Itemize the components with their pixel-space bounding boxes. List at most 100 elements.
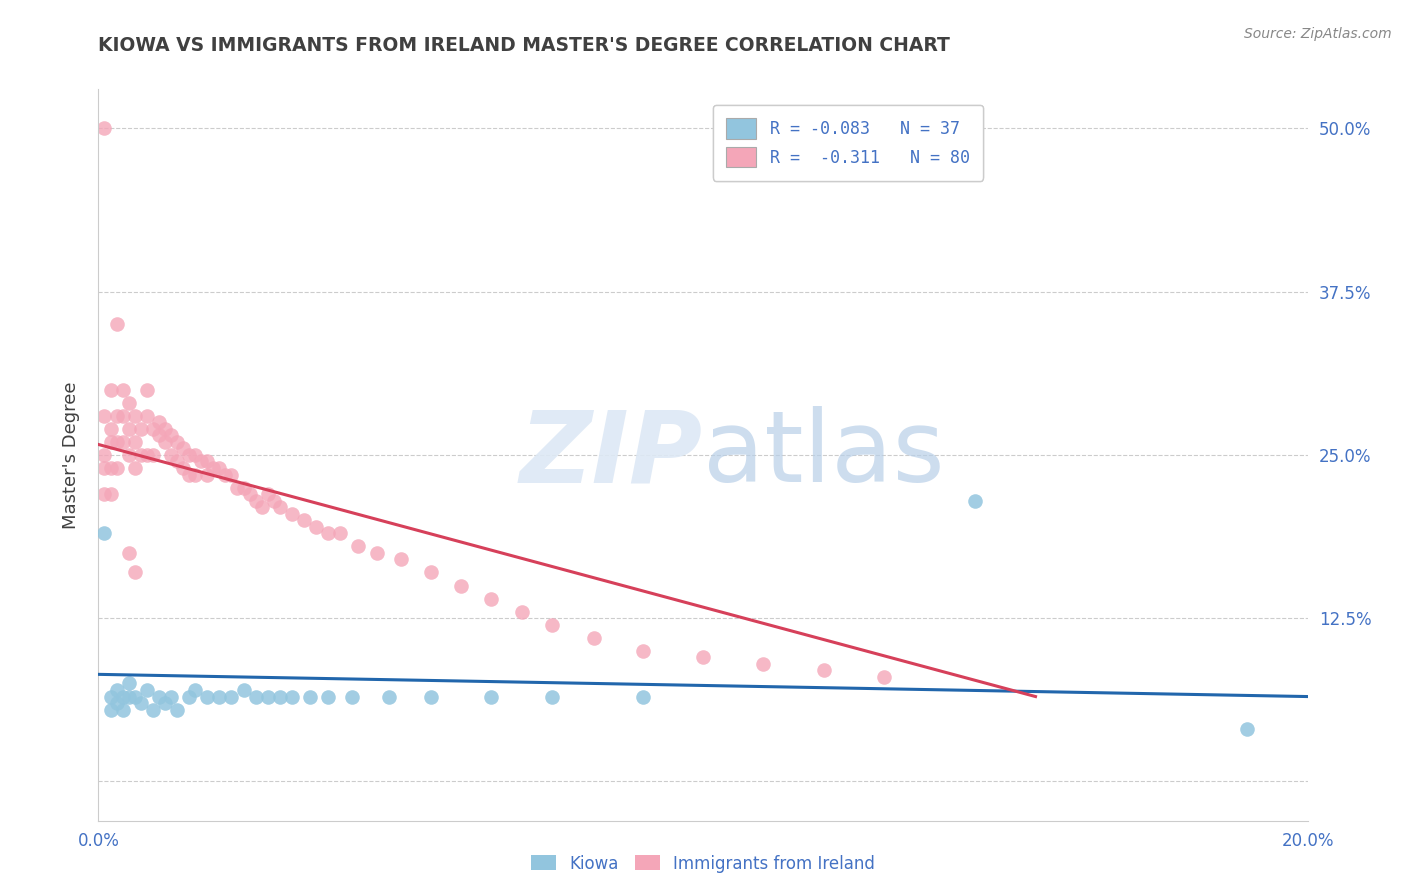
Point <box>124 461 146 475</box>
Point <box>583 631 606 645</box>
Point <box>124 409 146 423</box>
Point <box>118 676 141 690</box>
Point <box>160 428 183 442</box>
Point <box>316 526 339 541</box>
Point <box>111 703 134 717</box>
Point <box>232 481 254 495</box>
Point <box>118 395 141 409</box>
Point <box>195 690 218 704</box>
Point <box>93 121 115 136</box>
Point <box>124 690 146 704</box>
Text: atlas: atlas <box>703 407 945 503</box>
Point <box>179 467 201 482</box>
Point <box>111 434 134 449</box>
Point <box>221 690 243 704</box>
Point <box>100 422 122 436</box>
Point <box>105 409 128 423</box>
Point <box>135 409 157 423</box>
Point <box>100 461 122 475</box>
Point <box>245 690 267 704</box>
Point <box>965 493 987 508</box>
Point <box>342 690 364 704</box>
Text: Source: ZipAtlas.com: Source: ZipAtlas.com <box>1244 27 1392 41</box>
Point <box>232 683 254 698</box>
Text: KIOWA VS IMMIGRANTS FROM IRELAND MASTER'S DEGREE CORRELATION CHART: KIOWA VS IMMIGRANTS FROM IRELAND MASTER'… <box>98 36 950 54</box>
Point <box>135 448 157 462</box>
Point <box>250 500 273 515</box>
Point <box>100 690 122 704</box>
Point <box>263 493 285 508</box>
Point <box>305 520 328 534</box>
Y-axis label: Master's Degree: Master's Degree <box>62 381 80 529</box>
Point <box>93 461 115 475</box>
Point <box>148 690 170 704</box>
Point <box>111 409 134 423</box>
Point <box>631 644 654 658</box>
Point <box>100 487 122 501</box>
Point <box>195 454 218 468</box>
Legend: R = -0.083   N = 37, R =  -0.311   N = 80: R = -0.083 N = 37, R = -0.311 N = 80 <box>713 105 983 180</box>
Point <box>135 683 157 698</box>
Point <box>184 683 207 698</box>
Point <box>813 664 835 678</box>
Point <box>1236 723 1258 737</box>
Point <box>105 683 128 698</box>
Point <box>135 383 157 397</box>
Point <box>172 461 194 475</box>
Point <box>752 657 775 671</box>
Point <box>142 448 165 462</box>
Point <box>420 690 443 704</box>
Point <box>166 454 188 468</box>
Point <box>299 690 322 704</box>
Point <box>166 703 188 717</box>
Point <box>93 526 115 541</box>
Point <box>142 422 165 436</box>
Legend: Kiowa, Immigrants from Ireland: Kiowa, Immigrants from Ireland <box>524 848 882 880</box>
Point <box>148 415 170 429</box>
Point <box>105 696 128 710</box>
Point <box>184 448 207 462</box>
Point <box>540 690 562 704</box>
Point <box>105 434 128 449</box>
Point <box>160 690 183 704</box>
Point <box>269 500 291 515</box>
Point <box>93 448 115 462</box>
Point <box>450 578 472 592</box>
Point <box>118 422 141 436</box>
Point <box>329 526 352 541</box>
Point <box>281 507 304 521</box>
Point <box>118 546 141 560</box>
Point <box>873 670 896 684</box>
Point <box>118 690 141 704</box>
Point <box>245 493 267 508</box>
Point <box>347 539 370 553</box>
Point <box>100 383 122 397</box>
Point <box>631 690 654 704</box>
Point <box>166 434 188 449</box>
Point <box>292 513 315 527</box>
Point <box>208 690 231 704</box>
Point <box>105 318 128 332</box>
Point <box>208 461 231 475</box>
Point <box>202 461 225 475</box>
Point <box>142 703 165 717</box>
Point <box>481 690 503 704</box>
Point <box>316 690 339 704</box>
Point <box>420 566 443 580</box>
Point <box>226 481 249 495</box>
Point <box>366 546 388 560</box>
Point <box>692 650 714 665</box>
Point <box>148 428 170 442</box>
Point <box>481 591 503 606</box>
Point <box>179 448 201 462</box>
Point <box>184 467 207 482</box>
Point <box>100 703 122 717</box>
Point <box>256 690 278 704</box>
Point <box>100 434 122 449</box>
Point <box>389 552 412 566</box>
Point <box>510 605 533 619</box>
Point <box>118 448 141 462</box>
Point <box>190 454 212 468</box>
Point <box>239 487 262 501</box>
Point <box>129 448 152 462</box>
